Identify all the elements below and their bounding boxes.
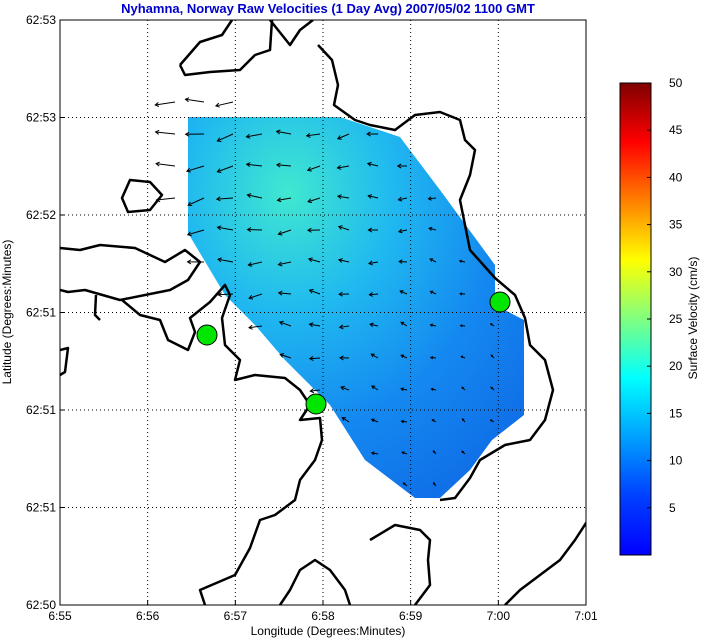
colorbar-tick-label: 15 xyxy=(669,406,683,420)
colorbar-tick-label: 5 xyxy=(669,501,676,515)
colorbar-tick-label: 35 xyxy=(669,218,683,232)
y-tick-label: 62:53 xyxy=(26,13,56,27)
y-axis-label: Latitude (Degrees:Minutes) xyxy=(0,240,14,385)
plot-area xyxy=(60,20,600,605)
radar-site-marker xyxy=(490,292,510,312)
velocity-field xyxy=(188,117,524,498)
colorbar-tick-label: 45 xyxy=(669,123,683,137)
y-tick-label: 62:53 xyxy=(26,111,56,125)
x-tick-label: 6:59 xyxy=(399,609,423,623)
velocity-arrow xyxy=(155,102,175,107)
y-tick-label: 62:51 xyxy=(26,501,56,515)
y-tick-label: 62:51 xyxy=(26,403,56,417)
velocity-arrow xyxy=(156,130,175,134)
y-axis-ticks: 62:53 62:53 62:52 62:51 62:51 62:51 62:50 xyxy=(26,13,65,612)
colorbar-tick-label: 50 xyxy=(669,76,683,90)
colorbar-tick-label: 20 xyxy=(669,359,683,373)
velocity-arrow xyxy=(185,98,204,102)
x-tick-label: 6:56 xyxy=(136,609,160,623)
x-tick-label: 7:01 xyxy=(574,609,598,623)
y-tick-label: 62:50 xyxy=(26,598,56,612)
y-tick-label: 62:52 xyxy=(26,208,56,222)
radar-site-marker xyxy=(197,325,217,345)
colorbar-tick-label: 40 xyxy=(669,170,683,184)
colorbar-tick-label: 10 xyxy=(669,454,683,468)
colorbar-ticks: 50 45 40 35 30 25 20 15 10 5 xyxy=(647,76,683,515)
velocity-arrow xyxy=(188,260,204,264)
x-tick-label: 7:00 xyxy=(487,609,511,623)
colorbar-tick-label: 30 xyxy=(669,265,683,279)
colorbar-label: Surface Velocity (cm/s) xyxy=(686,257,700,380)
velocity-arrow xyxy=(156,198,175,202)
x-tick-label: 6:58 xyxy=(311,609,335,623)
x-tick-label: 6:57 xyxy=(224,609,248,623)
colorbar-tick-label: 25 xyxy=(669,312,683,326)
x-axis-label: Longitude (Degrees:Minutes) xyxy=(251,624,406,638)
velocity-arrow xyxy=(156,162,175,166)
y-tick-label: 62:51 xyxy=(26,306,56,320)
radar-site-marker xyxy=(306,394,326,414)
chart-title: Nyhamna, Norway Raw Velocities (1 Day Av… xyxy=(121,1,535,16)
colorbar: 50 45 40 35 30 25 20 15 10 5 Surface Velocity (cm… xyxy=(620,76,700,555)
velocity-arrow xyxy=(216,102,233,107)
colorbar-gradient xyxy=(620,83,651,555)
